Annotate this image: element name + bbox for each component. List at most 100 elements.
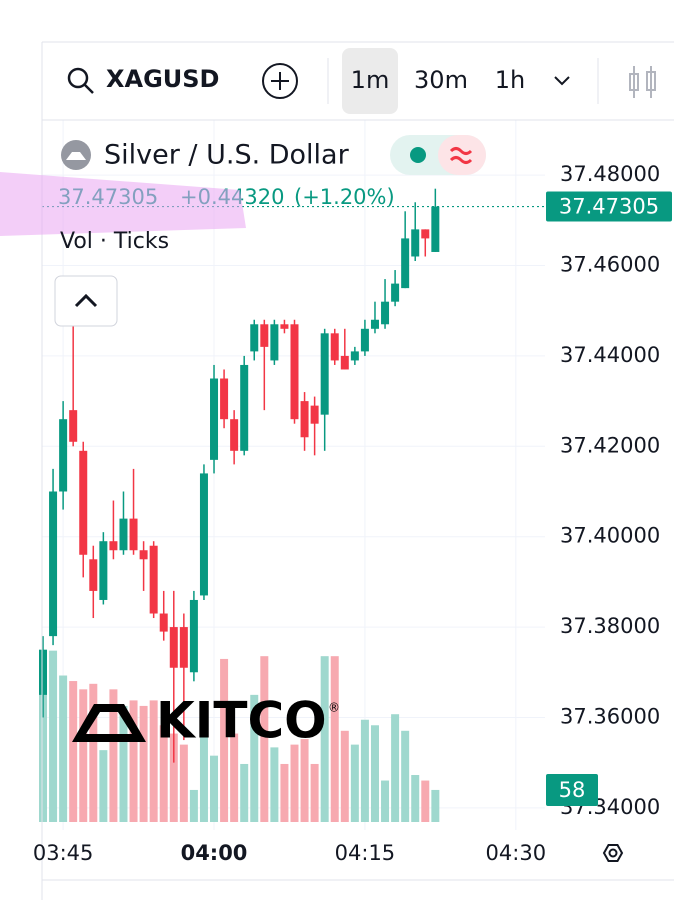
candle-body [391,283,400,302]
volume-bar [370,725,379,822]
candle-body [411,229,420,257]
legend-change-pct: (+1.20%) [294,185,395,209]
candle-body [189,599,198,673]
legend-title: Silver / U.S. Dollar [104,140,350,171]
chart-type-icon [629,73,639,91]
candle-body [69,410,78,442]
watermark-logo [72,704,146,742]
candle-body [119,518,128,551]
candle-body [179,627,188,668]
volume-bar [310,763,319,822]
volume-bar [129,700,138,822]
candle-body [370,319,379,329]
candle-body [250,324,259,352]
volume-bar [421,780,430,822]
candle-body [320,333,329,415]
volume-bar [270,747,279,822]
candle-body [350,351,359,361]
volume-bar [381,780,390,822]
price-label: 37.47305 [559,195,659,219]
watermark: KITCO [156,692,327,750]
volume-bar [189,789,198,822]
volume-bar [300,739,309,822]
volume-bar [220,658,229,822]
volume-bar [169,733,178,822]
market-open-dot [410,147,426,163]
x-tick-label: 04:15 [335,841,396,865]
volume-legend: Vol · Ticks [60,229,169,254]
y-tick-label: 37.44000 [560,343,660,367]
volume-label-bg [546,773,598,806]
volume-bar [119,705,128,822]
candle-body [59,419,68,492]
volume-label: 58 [559,778,586,802]
volume-bar [260,656,269,822]
interval-dropdown[interactable] [554,76,570,86]
search-icon [84,84,94,94]
interval-button[interactable]: 30m [414,66,468,94]
volume-bar [431,789,440,822]
candle-body [169,627,178,668]
volume-bar [210,755,219,822]
candle-body [129,518,138,551]
volume-bar [401,730,410,822]
candle-body [149,545,158,614]
candle-body [310,405,319,424]
candle-body [159,613,168,632]
candle-body [199,473,208,596]
volume-bar [320,656,329,822]
candle-body [210,378,219,460]
candle-body [99,541,108,600]
candle-body [381,301,390,325]
chart-type-icon [646,71,656,91]
volume-bar [350,744,359,822]
status-pill [438,135,486,175]
volume-bar [79,689,88,822]
candle-body [401,238,410,289]
volume-bar [330,656,339,822]
collapse-legend-button[interactable] [54,275,118,327]
volume-bar [39,683,47,822]
volume-bar [199,733,208,822]
plot-layer [39,120,545,830]
volume-bar [411,775,420,822]
candle-body [300,401,309,438]
chart-type-button[interactable] [629,66,656,98]
candle-body [260,324,269,347]
candle-body [270,324,279,361]
candle-body [230,419,239,451]
volume-bar [59,675,68,822]
settings-button[interactable] [602,844,624,862]
candle-body [79,450,88,555]
candle-body [109,541,118,551]
volume-bar [159,725,168,822]
volume-bar [280,763,289,822]
collapse-icon [74,293,98,308]
volume-bar [340,730,349,822]
candle-body [240,364,249,451]
symbol-search[interactable]: XAGUSD [67,65,219,94]
interval-button[interactable]: 1h [495,66,525,94]
x-tick-label: 04:00 [181,841,248,865]
candle-body [340,355,349,370]
volume-bar [391,714,400,822]
add-symbol[interactable] [262,63,298,99]
price-label-bg [546,191,672,222]
volume-bar [89,683,98,822]
volume-bar [360,719,369,822]
y-tick-label: 37.46000 [560,253,660,277]
x-tick-label: 04:30 [486,841,547,865]
candle-body [360,328,369,352]
highlight-marker [0,172,246,236]
volume-bar [139,705,148,822]
candle-body [421,229,430,239]
volume-bar [149,700,158,822]
candle-body [220,378,229,420]
candle-body [330,333,339,361]
candle-body [280,324,289,329]
candle-body [139,550,148,560]
y-tick-label: 37.40000 [560,524,660,548]
interval-button[interactable]: 1m [351,66,390,94]
volume-bar [69,681,78,822]
